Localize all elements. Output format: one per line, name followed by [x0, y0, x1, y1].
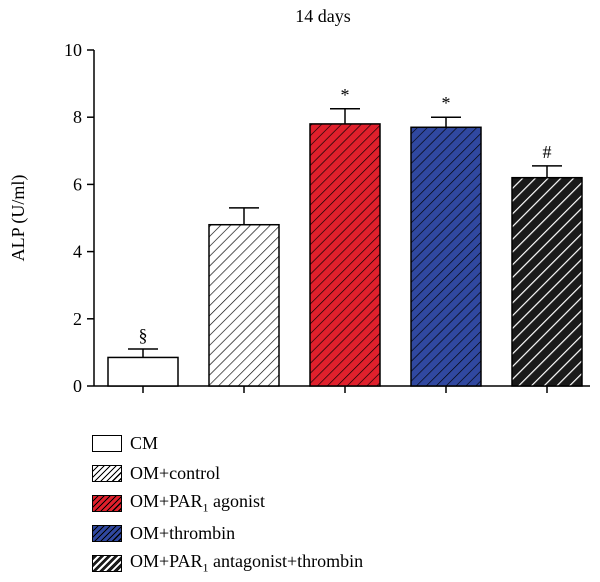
legend-item: OM+PAR1 agonist — [92, 488, 363, 518]
y-tick-label: 8 — [73, 107, 82, 127]
legend-item: CM — [92, 428, 363, 458]
significance-marker: * — [442, 93, 451, 113]
legend: CM OM+control OM+PAR1 agonist OM+thrombin OM… — [92, 428, 363, 578]
bar-outline — [107, 356, 179, 387]
legend-label: OM+PAR1 agonist — [130, 490, 266, 515]
legend-swatch — [92, 434, 122, 452]
legend-swatch — [92, 464, 122, 482]
legend-item: OM+thrombin — [92, 518, 363, 548]
legend-item: OM+PAR1 antagonist+thrombin — [92, 548, 363, 578]
legend-item: OM+control — [92, 458, 363, 488]
legend-label: CM — [130, 432, 159, 453]
y-axis-label: ALP (U/ml) — [8, 175, 29, 262]
legend-swatch — [92, 554, 122, 572]
y-tick-label: 0 — [73, 376, 82, 396]
bar-hatch — [310, 123, 380, 387]
y-tick-label: 10 — [64, 40, 82, 60]
bar-hatch — [209, 224, 279, 386]
legend-label: OM+control — [130, 462, 221, 483]
y-tick-label: 2 — [73, 309, 82, 329]
y-tick-label: 6 — [73, 174, 82, 194]
bar-chart: 0 2 4 6 8 10 ALP (U/ml) § * * # — [8, 40, 590, 396]
bar-outline — [309, 123, 381, 387]
legend-swatch — [92, 524, 122, 542]
bar-outline — [511, 176, 583, 387]
legend-swatch — [92, 494, 122, 512]
legend-label: OM+PAR1 antagonist+thrombin — [130, 550, 364, 575]
significance-marker: # — [543, 142, 552, 162]
bar-outline — [410, 126, 482, 387]
y-tick-label: 4 — [73, 242, 82, 262]
bar — [108, 357, 178, 386]
bar-hatch — [512, 177, 582, 386]
bar-hatch — [411, 127, 481, 386]
significance-marker: § — [139, 325, 148, 345]
chart-title: 14 days — [295, 6, 351, 26]
legend-label: OM+thrombin — [130, 522, 236, 543]
significance-marker: * — [341, 85, 350, 105]
bar-outline — [208, 223, 280, 387]
